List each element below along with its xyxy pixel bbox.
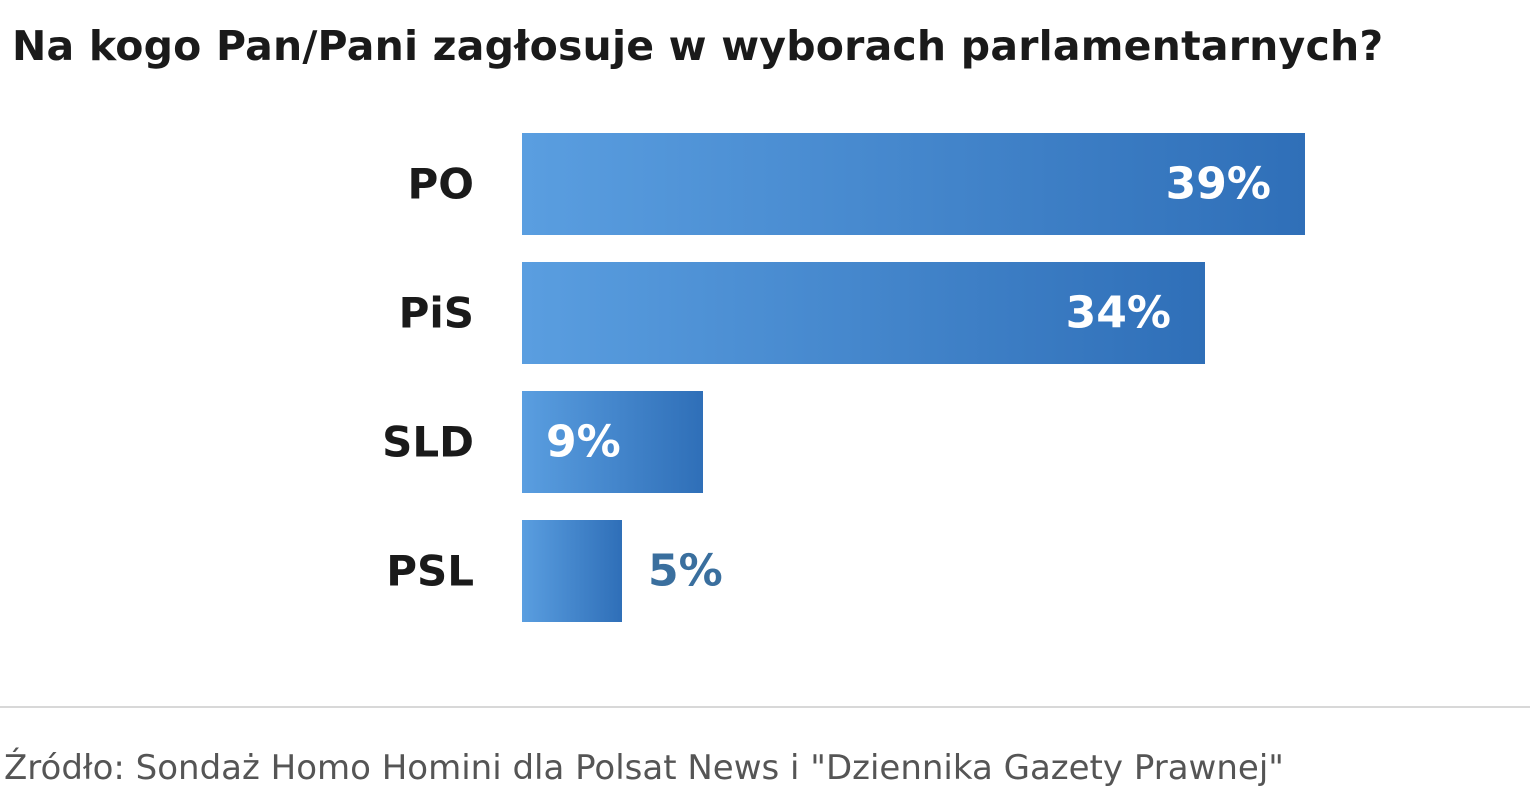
value-label-psl: 5% [648,546,723,597]
source-note: Źródło: Sondaż Homo Homini dla Polsat Ne… [4,748,1284,788]
chart-title: Na kogo Pan/Pani zagłosuje w wyborach pa… [12,22,1384,70]
bar-chart: PO 39% PiS 34% SLD 9% PSL 5% [382,133,1305,622]
category-label-pis: PiS [399,289,474,338]
bar-pis [522,262,1205,364]
category-label-psl: PSL [386,547,474,596]
footer-divider [0,706,1530,708]
bar-po [522,133,1305,235]
bar-sld [522,391,703,493]
value-label-po: 39% [1166,159,1271,210]
category-label-sld: SLD [382,418,474,467]
category-label-po: PO [408,160,475,209]
bar-psl [522,520,622,622]
value-label-pis: 34% [1066,288,1171,339]
value-label-sld: 9% [546,417,621,468]
